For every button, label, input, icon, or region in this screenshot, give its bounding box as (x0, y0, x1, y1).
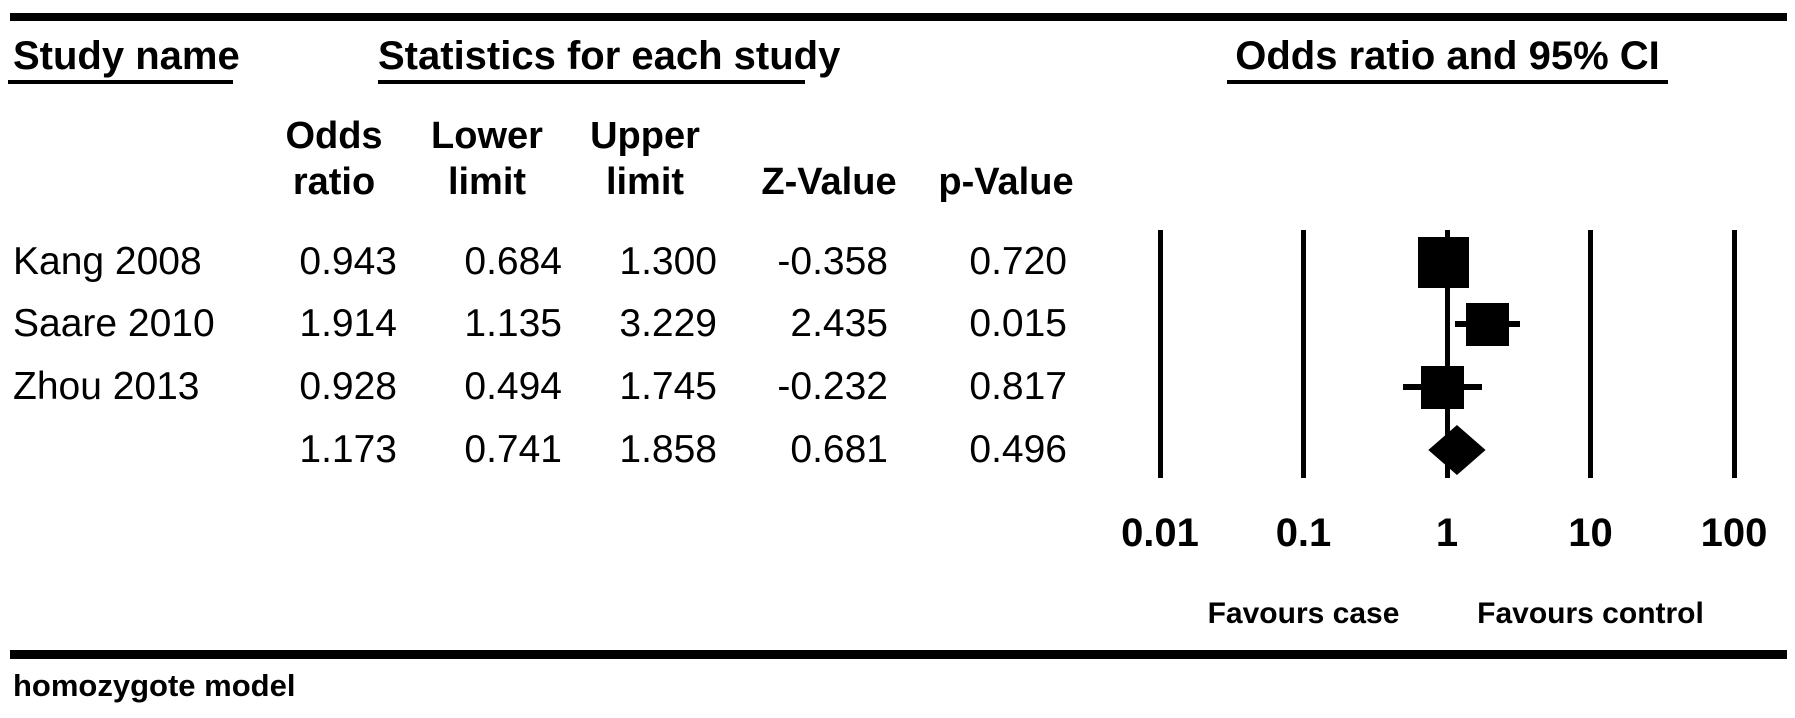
col-header-ratio: ratio (292, 161, 376, 203)
or-cell: 1.914 (299, 302, 397, 345)
or-square-marker (1420, 365, 1464, 409)
model-footnote: homozygote model (13, 668, 296, 703)
study-name-cell: Saare 2010 (13, 302, 215, 345)
axis-line (1731, 230, 1737, 478)
or-cell: 0.928 (299, 365, 397, 408)
odds-ratio-ci-title-text: Odds ratio and 95% CI (1235, 34, 1660, 78)
p-cell: 0.817 (969, 365, 1067, 408)
study-name-cell: Kang 2008 (13, 240, 202, 283)
col-header-upper-limit: limit (605, 161, 685, 203)
statistics-title-text: Statistics for each study (378, 34, 841, 78)
odds-ratio-ci-title: Odds ratio and 95% CI (1227, 34, 1668, 84)
axis-tick-label: 0.1 (1275, 511, 1332, 555)
p-cell: 0.720 (969, 240, 1067, 283)
or-cell: 1.173 (299, 428, 397, 471)
axis-tick-label: 100 (1700, 511, 1768, 555)
or-square-marker (1465, 302, 1509, 346)
or-cell: 0.943 (299, 240, 397, 283)
z-cell: -0.358 (777, 240, 888, 283)
favours-case-label: Favours case (1207, 597, 1400, 630)
axis-line (1157, 230, 1163, 478)
lower-cell: 1.135 (464, 302, 562, 345)
study-name-cell: Zhou 2013 (13, 365, 200, 408)
upper-cell: 1.745 (619, 365, 717, 408)
col-header-odds: Odds (285, 115, 383, 157)
p-cell: 0.496 (969, 428, 1067, 471)
col-header-z-value: Z-Value (761, 161, 897, 203)
upper-cell: 1.858 (619, 428, 717, 471)
axis-tick-label: 1 (1435, 511, 1459, 555)
lower-cell: 0.494 (464, 365, 562, 408)
axis-tick-label: 10 (1568, 511, 1613, 555)
or-square-marker (1417, 236, 1469, 288)
lower-cell: 0.684 (464, 240, 562, 283)
col-header-upper: Upper (590, 115, 700, 157)
z-cell: 0.681 (790, 428, 888, 471)
col-header-lower-limit: limit (447, 161, 527, 203)
lower-cell: 0.741 (464, 428, 562, 471)
axis-tick-label: 0.01 (1121, 511, 1199, 555)
statistics-section-title: Statistics for each study (378, 34, 840, 84)
upper-cell: 1.300 (619, 240, 717, 283)
axis-line (1301, 230, 1306, 478)
reference-line (1444, 230, 1450, 478)
axis-line (1588, 230, 1593, 478)
study-name-title-text: Study name (13, 34, 240, 78)
study-name-column-title: Study name (8, 34, 240, 84)
z-cell: 2.435 (790, 302, 888, 345)
z-cell: -0.232 (777, 365, 888, 408)
summary-diamond-marker (1428, 425, 1486, 475)
col-header-lower: Lower (431, 115, 543, 157)
upper-cell: 3.229 (619, 302, 717, 345)
top-rule (10, 13, 1787, 21)
bottom-rule (10, 650, 1787, 659)
col-header-p-value: p-Value (938, 161, 1074, 203)
favours-control-label: Favours control (1477, 597, 1704, 630)
p-cell: 0.015 (969, 302, 1067, 345)
